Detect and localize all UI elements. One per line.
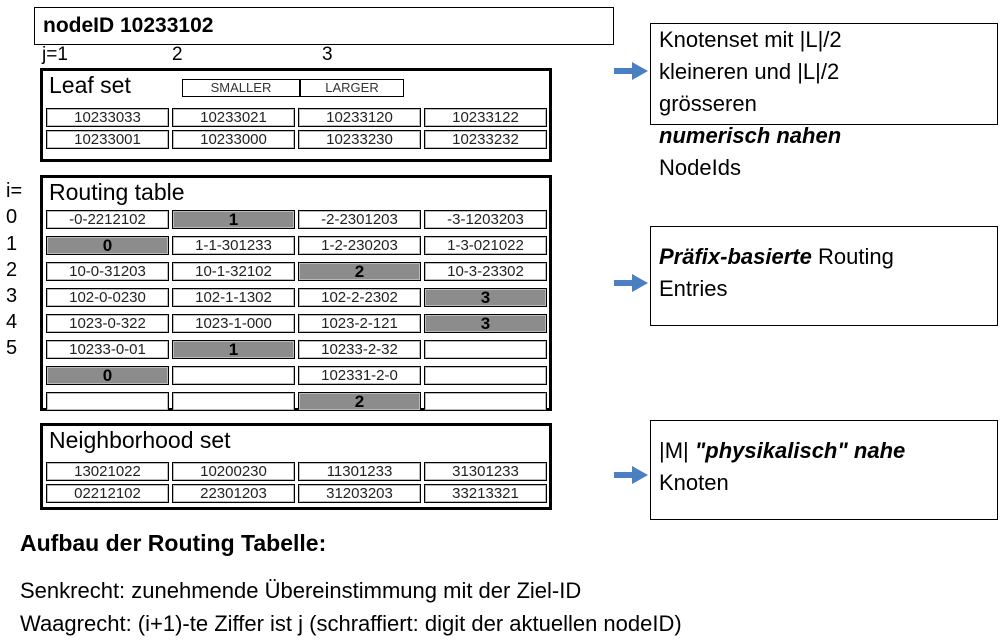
- routing-cell: -2-2301203: [298, 210, 421, 229]
- leaf-cell: 10233120: [298, 108, 421, 127]
- routing-cell: [424, 366, 547, 385]
- row-label-i: i=: [6, 180, 23, 202]
- neighbor-cell: 31203203: [298, 484, 421, 503]
- leaf-set-callout: Knotenset mit |L|/2 kleineren und |L|/2 …: [650, 23, 998, 180]
- routing-cell: 10-0-31203: [46, 262, 169, 281]
- routing-cell: 1: [172, 340, 295, 359]
- routing-cell: [46, 392, 169, 411]
- column-label-j2: 2: [172, 44, 183, 65]
- routing-callout-line2: Entries: [659, 276, 728, 301]
- leaf-callout-line2: kleineren und |L|/2: [659, 59, 840, 84]
- arrow-right-icon: [614, 274, 648, 292]
- neighbor-cell: 31301233: [424, 462, 547, 481]
- neighbor-cell: 22301203: [172, 484, 295, 503]
- leaf-cell: 10233001: [46, 130, 169, 149]
- leaf-set-panel: Leaf set SMALLER LARGER 10233033 10233021…: [40, 68, 552, 162]
- neighbor-cell: 10200230: [172, 462, 295, 481]
- routing-cell: 1023-2-121: [298, 314, 421, 333]
- arrow-right-icon: [614, 62, 648, 80]
- neighbor-callout-emph: "physikalisch" nahe: [694, 438, 906, 463]
- routing-cell: [424, 392, 547, 411]
- routing-cell: 102-0-0230: [46, 288, 169, 307]
- routing-cell: 1-1-301233: [172, 236, 295, 255]
- routing-cell: -0-2212102: [46, 210, 169, 229]
- leaf-cell: 10233230: [298, 130, 421, 149]
- smaller-label: SMALLER: [182, 79, 300, 97]
- routing-cell: 0: [46, 236, 169, 255]
- column-label-j1: j=1: [42, 44, 68, 65]
- neighborhood-set-title: Neighborhood set: [49, 427, 231, 453]
- leaf-set-title: Leaf set: [49, 72, 131, 98]
- description-horizontal: Waagrecht: (i+1)-te Ziffer ist j (schraf…: [20, 611, 682, 636]
- row-label-3: 3: [6, 285, 18, 307]
- routing-cell: 1-2-230203: [298, 236, 421, 255]
- leaf-callout-line1: Knotenset mit |L|/2: [659, 27, 842, 52]
- routing-cell: 1023-0-322: [46, 314, 169, 333]
- routing-cell: 10233-0-01: [46, 340, 169, 359]
- row-label-2: 2: [6, 259, 18, 281]
- row-label-4: 4: [6, 311, 18, 333]
- leaf-cell: 10233033: [46, 108, 169, 127]
- routing-cell: 1: [172, 210, 295, 229]
- neighbor-cell: 33213321: [424, 484, 547, 503]
- neighbor-callout-line1: |M| "physikalisch" nahe: [659, 435, 997, 467]
- row-label-0: 0: [6, 206, 18, 228]
- routing-cell: 10-3-23302: [424, 262, 547, 281]
- routing-cell: [172, 366, 295, 385]
- leaf-set-grid: 10233033 10233021 10233120 10233122 10233001…: [46, 108, 547, 149]
- section-heading: Aufbau der Routing Tabelle:: [20, 530, 327, 556]
- routing-callout-emph: Präfix-basierte: [659, 244, 812, 269]
- leaf-callout-line5: NodeIds: [659, 155, 741, 180]
- description-vertical: Senkrecht: zunehmende Übereinstimmung mi…: [20, 578, 582, 603]
- routing-table-panel: Routing table -0-2212102 1 -2-2301203 -3-12…: [40, 175, 552, 411]
- routing-table-title: Routing table: [49, 179, 185, 205]
- row-label-5: 5: [6, 337, 18, 359]
- routing-callout-line1: Präfix-basierte Routing: [659, 241, 997, 273]
- leaf-cell: 10233232: [424, 130, 547, 149]
- neighborhood-set-grid: 13021022 10200230 11301233 31301233 02212102…: [46, 462, 547, 503]
- routing-cell: 1-3-021022: [424, 236, 547, 255]
- routing-cell: 102331-2-0: [298, 366, 421, 385]
- routing-cell: 102-2-2302: [298, 288, 421, 307]
- routing-cell: 10233-2-32: [298, 340, 421, 359]
- neighborhood-set-panel: Neighborhood set 13021022 10200230 1130123…: [40, 423, 552, 510]
- routing-cell: 2: [298, 262, 421, 281]
- routing-cell: 102-1-1302: [172, 288, 295, 307]
- neighbor-cell: 13021022: [46, 462, 169, 481]
- neighbor-callout-pre: |M|: [659, 438, 695, 463]
- routing-cell: [172, 392, 295, 411]
- routing-cell: 0: [46, 366, 169, 385]
- leaf-callout-line4: numerisch nahen: [659, 123, 842, 148]
- leaf-cell: 10233122: [424, 108, 547, 127]
- neighbor-cell: 02212102: [46, 484, 169, 503]
- larger-label: LARGER: [300, 79, 404, 97]
- routing-cell: -3-1203203: [424, 210, 547, 229]
- routing-table-grid: -0-2212102 1 -2-2301203 -3-1203203 0 1-1-3012…: [46, 210, 547, 411]
- neighborhood-callout: |M| "physikalisch" nahe Knoten: [650, 420, 998, 520]
- routing-cell: 3: [424, 288, 547, 307]
- arrow-right-icon: [614, 466, 648, 484]
- neighbor-cell: 11301233: [298, 462, 421, 481]
- neighbor-callout-line2: Knoten: [659, 470, 729, 495]
- leaf-callout-line3: grösseren: [659, 91, 757, 116]
- leaf-cell: 10233000: [172, 130, 295, 149]
- column-label-j3: 3: [322, 44, 333, 65]
- routing-cell: 3: [424, 314, 547, 333]
- row-label-1: 1: [6, 233, 18, 255]
- leaf-cell: 10233021: [172, 108, 295, 127]
- routing-callout: Präfix-basierte Routing Entries: [650, 226, 998, 326]
- node-id-header: nodeID 10233102: [34, 7, 614, 45]
- routing-cell: 1023-1-000: [172, 314, 295, 333]
- routing-cell: 2: [298, 392, 421, 411]
- routing-cell: 10-1-32102: [172, 262, 295, 281]
- routing-callout-rest: Routing: [811, 244, 894, 269]
- routing-cell: [424, 340, 547, 359]
